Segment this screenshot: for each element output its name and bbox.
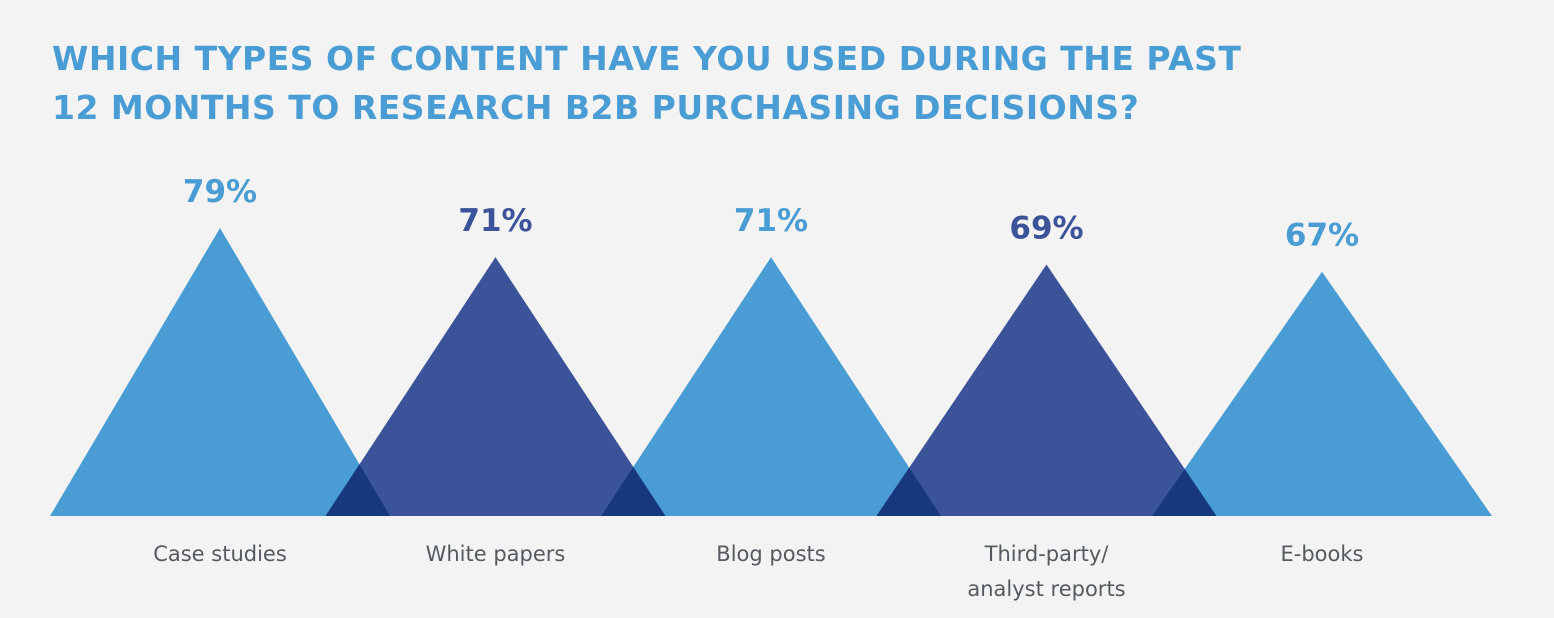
overlap-mark xyxy=(601,466,666,516)
category-label: White papers xyxy=(426,542,566,566)
value-label: 71% xyxy=(734,203,808,239)
category-label: analyst reports xyxy=(967,577,1125,601)
title-line-2: 12 MONTHS TO RESEARCH B2B PURCHASING DEC… xyxy=(52,88,1140,127)
value-label: 79% xyxy=(183,174,257,210)
category-label: Blog posts xyxy=(716,542,825,566)
triangle-mark xyxy=(325,257,666,516)
overlap-mark xyxy=(325,464,390,516)
triangle-mark xyxy=(601,257,941,516)
value-label: 67% xyxy=(1285,218,1359,254)
overlap-mark xyxy=(1152,468,1217,516)
category-label: Third-party/ xyxy=(984,542,1110,566)
triangle-mark xyxy=(50,228,390,516)
overlap-mark xyxy=(876,467,941,516)
chart-title: WHICH TYPES OF CONTENT HAVE YOU USED DUR… xyxy=(52,34,1452,132)
triangle-mark xyxy=(876,264,1217,516)
value-label: 71% xyxy=(458,203,532,239)
value-label: 69% xyxy=(1009,210,1083,246)
title-line-1: WHICH TYPES OF CONTENT HAVE YOU USED DUR… xyxy=(52,39,1242,78)
triangle-mark xyxy=(1152,271,1492,516)
category-label: Case studies xyxy=(153,542,287,566)
category-label: E-books xyxy=(1281,542,1364,566)
